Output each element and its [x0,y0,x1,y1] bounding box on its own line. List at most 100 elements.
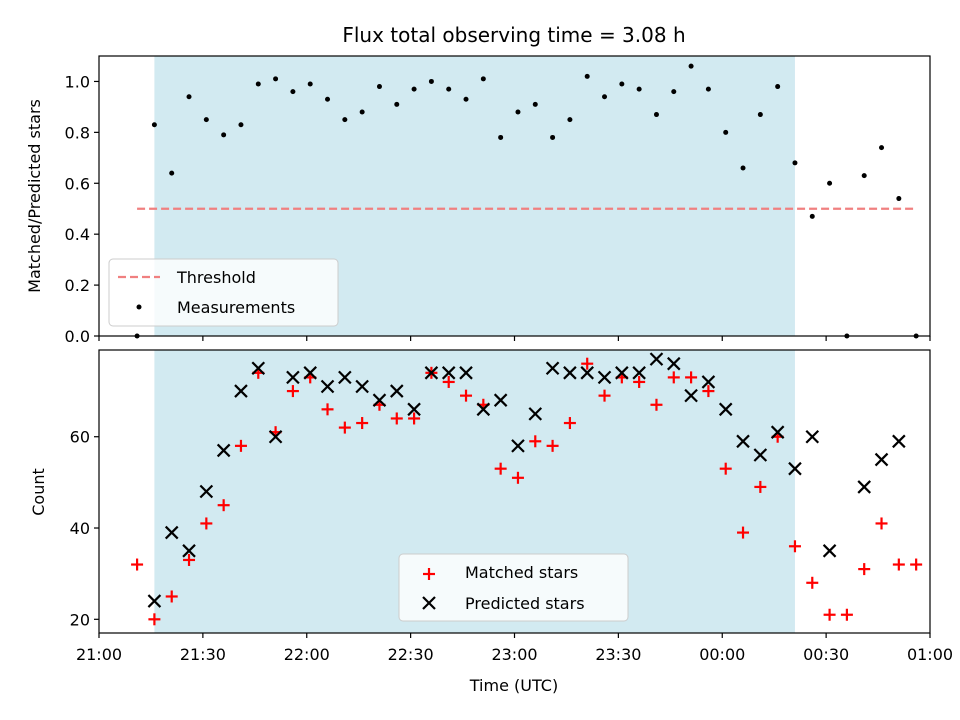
predicted-star-point [320,379,335,394]
measurement-point [186,94,192,100]
predicted-star-point [545,361,560,376]
measurement-point [550,134,556,140]
matched-star-point [910,558,923,571]
count-y-axis-label: Count [29,468,48,516]
predicted-marker-stroke [216,443,231,458]
measurement-point [498,134,504,140]
x-axis-label: Time (UTC) [469,676,558,695]
matched-star-point [131,558,144,571]
count-y-axis: 20 40 60 [70,428,99,629]
predicted-star-point [632,366,646,380]
predicted-marker-stroke [372,393,387,407]
time-x-tick-label: 23:00 [491,645,537,664]
predicted-marker-stroke [563,366,577,380]
count-legend-box [398,553,629,622]
predicted-marker-stroke [476,402,491,417]
measurement-point [273,76,279,82]
predicted-marker-stroke [822,544,837,558]
predicted-marker-stroke [770,425,785,439]
predicted-star-point [563,366,577,380]
matched-star-point [719,462,732,475]
predicted-marker-stroke [338,370,352,385]
predicted-star-point [493,393,508,407]
matched-star-point [823,608,836,621]
predicted-star-point [666,356,681,371]
predicted-marker-stroke [268,429,283,444]
predicted-marker-stroke [684,388,698,403]
count-y-tick-label: 60 [70,428,90,447]
matched-star-points [131,357,923,626]
matched-star-point [338,421,351,434]
time-x-tick-label: 22:30 [388,645,434,664]
predicted-marker-stroke [303,366,317,380]
predicted-star-point [580,366,594,380]
matched-star-point [598,389,611,402]
predicted-star-point [770,425,785,439]
legend-predicted-swatch [422,596,436,610]
legend-threshold-label: Threshold [176,268,256,287]
measurement-point [151,122,157,128]
predicted-marker-stroke [251,361,266,376]
predicted-marker-stroke [389,384,404,398]
matched-star-point [234,439,247,452]
measurement-point [169,170,175,176]
time-x-tick-label: 01:00 [907,645,953,664]
predicted-marker-stroke [857,480,871,494]
matched-star-point [754,480,767,493]
time-x-tick-label: 00:00 [699,645,745,664]
time-x-tick-label: 21:00 [76,645,122,664]
matched-star-point [875,517,888,530]
measurement-point [359,109,365,115]
predicted-marker-stroke [234,384,248,398]
predicted-star-point [216,443,231,458]
matched-star-point [460,389,473,402]
matched-star-point [840,608,853,621]
matched-star-point [390,412,403,425]
predicted-marker-stroke [718,402,733,417]
matched-star-point [321,403,334,416]
predicted-marker-stroke [805,429,820,444]
time-x-tick-label: 23:30 [595,645,641,664]
predicted-star-point [199,484,214,499]
measurement-point [376,84,382,90]
predicted-star-point [822,544,837,558]
matched-star-point [165,590,178,603]
predicted-marker-stroke [407,402,421,417]
predicted-star-point [736,434,750,449]
measurement-point [446,86,452,92]
predicted-marker-stroke [286,370,300,385]
measurement-point [221,132,227,138]
predicted-marker-stroke [182,544,196,558]
matched-star-point [529,435,542,448]
predicted-star-point [528,407,543,421]
predicted-star-point [892,434,906,449]
predicted-marker-stroke [649,352,664,366]
measurement-point [584,73,590,79]
time-x-axis: 21:00 21:30 22:00 22:30 23:00 23:30 00:00 00:30… [76,633,953,664]
predicted-marker-stroke [545,361,560,376]
matched-star-point [183,553,196,566]
measurement-point [775,84,781,90]
predicted-star-point [164,525,179,540]
measurement-point [307,81,313,87]
measurement-point [203,117,209,123]
measurement-point [896,196,902,202]
predicted-marker-stroke [892,434,906,449]
predicted-marker-stroke [666,356,681,371]
measurement-point [532,101,538,107]
matched-star-point [546,439,559,452]
legend-predicted-label: Predicted stars [465,594,585,613]
predicted-marker-stroke [597,370,612,385]
matched-star-point [581,357,594,370]
measurement-point [879,145,885,151]
matched-star-point [806,576,819,589]
predicted-star-point [753,448,768,462]
measurement-point [602,94,608,100]
ratio-legend-box [108,258,339,327]
measurement-point [827,180,833,186]
predicted-marker-stroke [493,393,508,407]
measurement-point [809,213,815,219]
ratio-y-axis-label: Matched/Predicted stars [25,99,44,293]
matched-star-point [563,417,576,430]
